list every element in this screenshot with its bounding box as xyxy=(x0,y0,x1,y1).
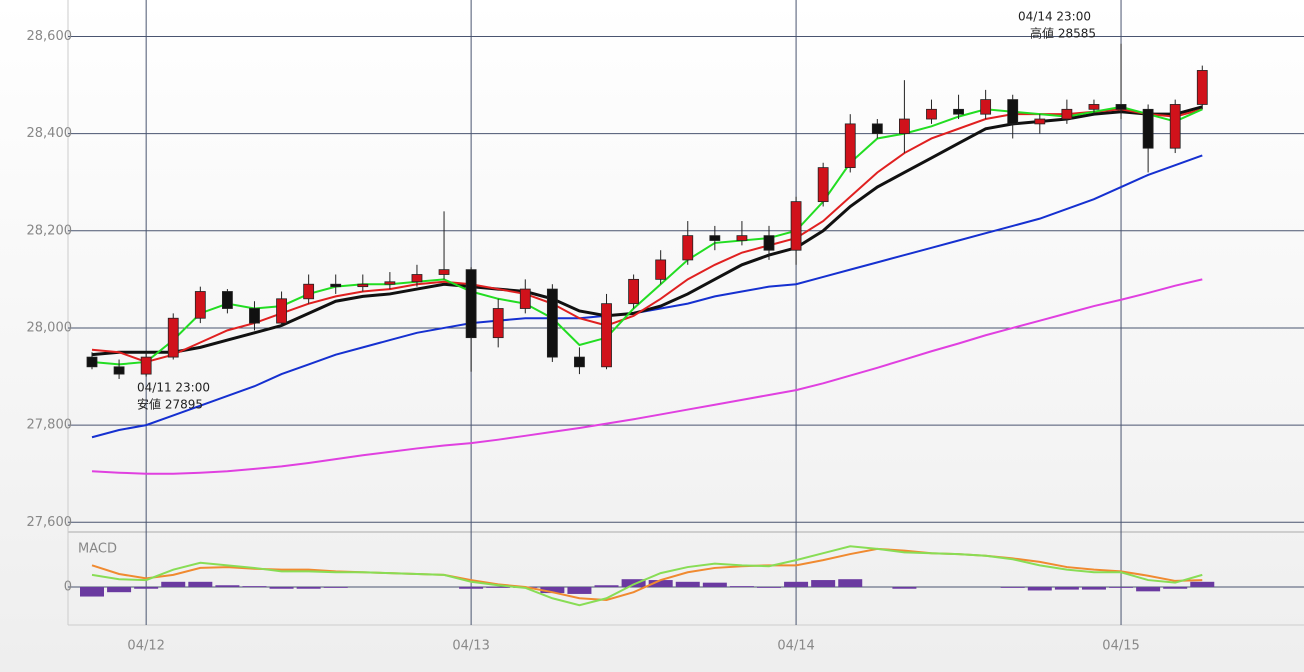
histogram-bar xyxy=(757,587,781,588)
candle-body xyxy=(1061,108,1073,120)
histogram-bar xyxy=(838,579,863,587)
candle-body xyxy=(1007,99,1019,125)
candle-body xyxy=(709,235,721,241)
histogram-bar xyxy=(702,582,727,587)
candle-body xyxy=(1115,104,1127,110)
histogram-bar xyxy=(215,585,240,587)
candle-body xyxy=(438,269,450,275)
histogram-bar xyxy=(1081,587,1106,590)
histogram-bar xyxy=(188,581,213,587)
moving-average-line xyxy=(91,278,1203,475)
candle-body xyxy=(546,288,558,358)
histogram-bar xyxy=(675,581,700,587)
histogram-bar xyxy=(594,585,619,587)
candle-body xyxy=(682,235,694,261)
histogram-bar xyxy=(161,581,186,587)
candle-body xyxy=(86,356,98,368)
candle-body xyxy=(817,167,829,203)
candle-body xyxy=(276,298,287,324)
y-tick-label: 28,000 xyxy=(27,320,73,335)
histogram-bar xyxy=(1027,587,1052,591)
histogram-bar xyxy=(621,579,646,587)
x-tick-label: 04/12 xyxy=(127,639,164,654)
candle-body xyxy=(140,356,152,375)
histogram-bar xyxy=(269,587,294,589)
y-tick-label: 28,600 xyxy=(27,29,73,44)
candle-body xyxy=(1034,118,1046,125)
y-tick-label: 27,800 xyxy=(27,418,73,433)
y-tick-label: 28,400 xyxy=(27,126,73,141)
histogram-bar xyxy=(1109,587,1134,588)
histogram-bar xyxy=(80,587,104,597)
histogram-bar xyxy=(1000,587,1025,588)
histogram-bar xyxy=(811,580,836,587)
candle-body xyxy=(574,356,585,368)
candle-body xyxy=(790,201,802,251)
candle-body xyxy=(980,99,992,115)
y-tick-label: 28,200 xyxy=(27,223,73,238)
candle-body xyxy=(303,283,315,300)
histogram-bar xyxy=(567,587,592,594)
candle-body xyxy=(1196,70,1208,105)
candle-body xyxy=(411,274,423,283)
histogram-bar xyxy=(1190,581,1215,587)
candle-body xyxy=(357,283,369,288)
histogram-bar xyxy=(134,587,159,589)
x-tick-label: 04/15 xyxy=(1102,639,1139,654)
histogram-bar xyxy=(540,587,565,594)
x-tick-label: 04/14 xyxy=(777,639,814,654)
macd-line xyxy=(91,545,1203,607)
x-tick-label: 04/13 xyxy=(452,639,489,654)
candle-body xyxy=(601,303,612,368)
y-tick-label: 27,600 xyxy=(27,515,73,530)
candle-body xyxy=(519,288,531,309)
candle-body xyxy=(628,278,639,305)
candle-body xyxy=(167,317,179,358)
histogram-bar xyxy=(296,587,321,589)
candle-body xyxy=(926,108,937,120)
histogram-bar xyxy=(648,580,673,587)
candle-body xyxy=(194,291,206,319)
annotation-time: 04/14 23:00 xyxy=(1018,10,1091,24)
histogram-bar xyxy=(784,581,809,587)
candle-body xyxy=(1142,108,1154,149)
histogram-bar xyxy=(107,587,132,593)
candle-body xyxy=(871,123,883,135)
histogram-bar xyxy=(459,587,484,589)
candle-body xyxy=(330,283,342,288)
candle-body xyxy=(736,235,748,241)
candle-body xyxy=(249,308,260,324)
histogram-bar xyxy=(1136,587,1161,592)
candle-body xyxy=(221,291,233,309)
candle-body xyxy=(492,308,504,339)
candle-body xyxy=(113,366,125,375)
y-tick-label: 0 xyxy=(64,580,72,595)
macd-title: MACD xyxy=(78,542,117,557)
histogram-bar xyxy=(729,586,754,587)
histogram-bar xyxy=(323,587,348,588)
candle-body xyxy=(844,123,856,169)
histogram-bar xyxy=(892,587,917,589)
histogram-bar xyxy=(242,586,267,587)
candle-body xyxy=(763,235,775,251)
histogram-bar xyxy=(1054,587,1079,590)
candle-body xyxy=(953,108,964,115)
annotation-text: 高値 28585 xyxy=(1030,26,1096,41)
candle-body xyxy=(1088,104,1100,110)
macd-line xyxy=(91,547,1203,602)
candle-body xyxy=(465,269,477,339)
candle-body xyxy=(899,118,910,135)
annotation-time: 04/11 23:00 xyxy=(137,381,210,395)
candle-body xyxy=(1169,104,1181,149)
histogram-bar xyxy=(1163,587,1188,589)
annotation-text: 安値 27895 xyxy=(137,397,203,412)
histogram-bar xyxy=(486,587,511,588)
candle-body xyxy=(655,259,667,280)
candle-body xyxy=(384,281,396,285)
